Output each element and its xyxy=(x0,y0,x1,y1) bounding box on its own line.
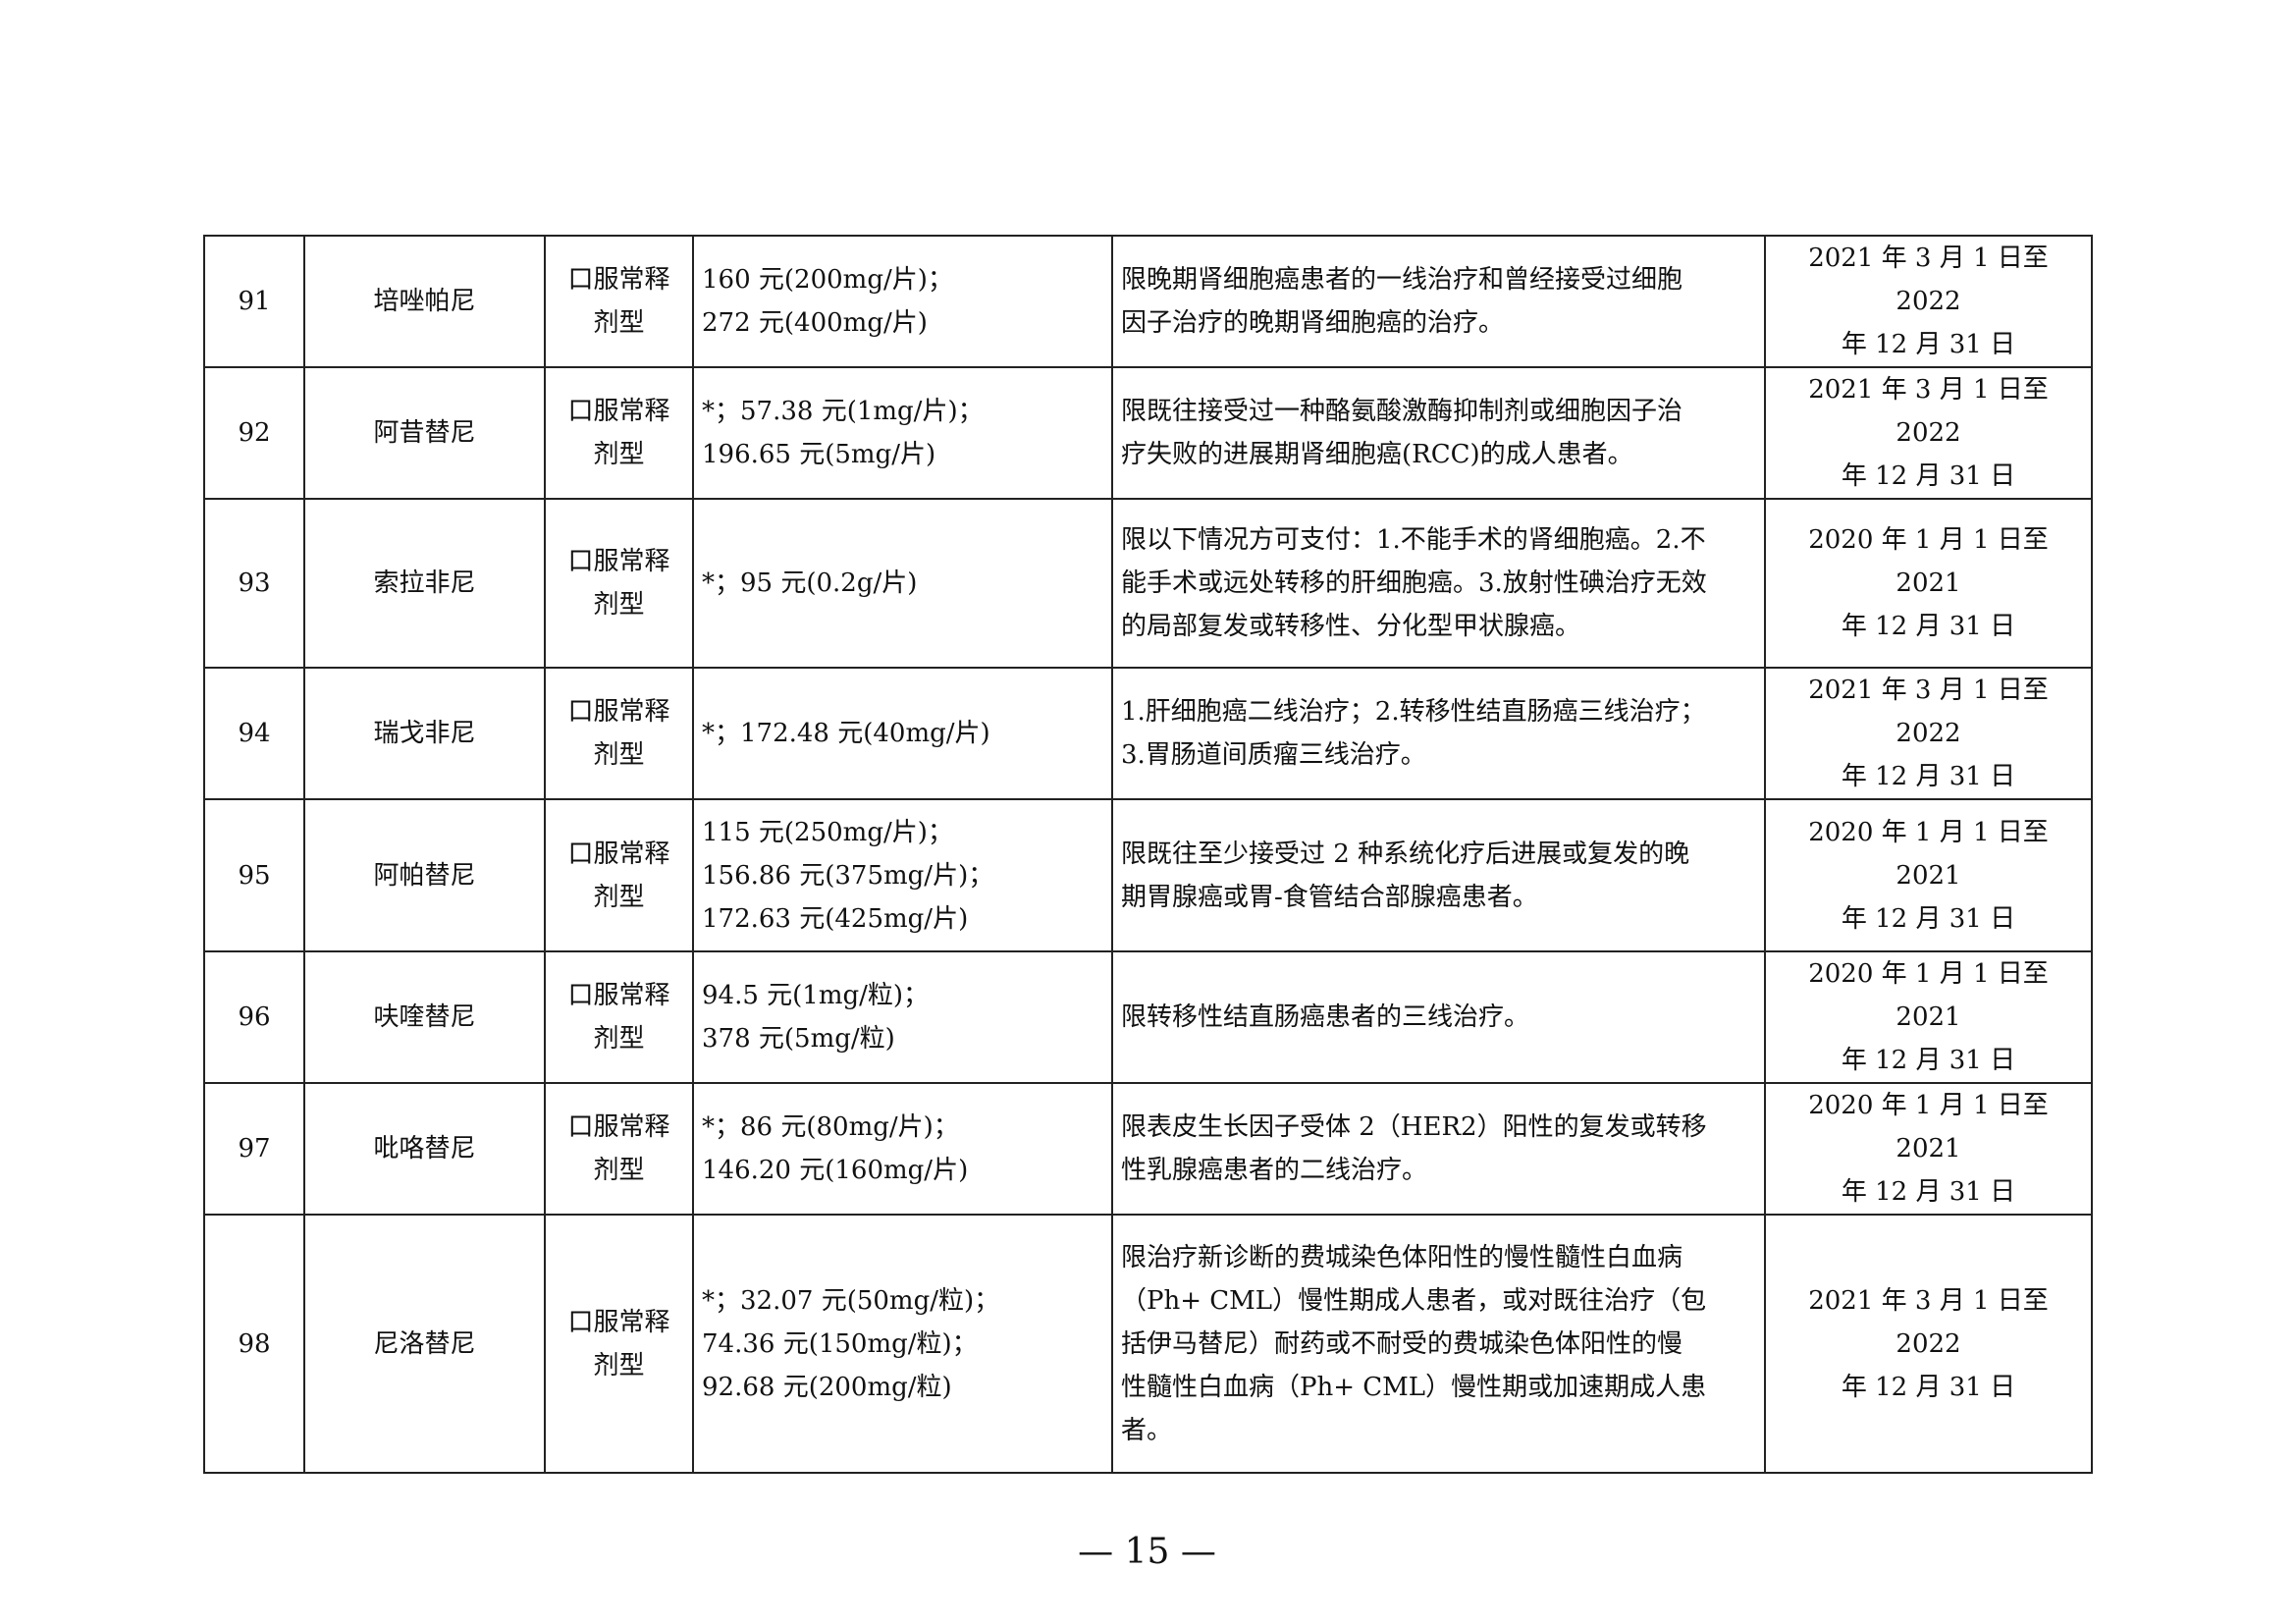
payment-standard-cell: *；172.48 元(40mg/片) xyxy=(692,667,1113,800)
row-number-cell: 92 xyxy=(203,366,305,500)
payment-standard-cell: 115 元(250mg/片)； 156.86 元(375mg/片)； 172.6… xyxy=(692,798,1113,952)
dosage-form-cell: 口服常释 剂型 xyxy=(544,667,694,800)
dosage-form-cell: 口服常释 剂型 xyxy=(544,798,694,952)
agreement-period-cell: 2021 年 3 月 1 日至 2022 年 12 月 31 日 xyxy=(1764,366,2093,500)
agreement-period-cell: 2021 年 3 月 1 日至 2022 年 12 月 31 日 xyxy=(1764,235,2093,368)
agreement-period-cell: 2020 年 1 月 1 日至 2021 年 12 月 31 日 xyxy=(1764,498,2093,669)
table-row: 98 尼洛替尼 口服常释 剂型 *；32.07 元(50mg/粒)； 74.36 元(… xyxy=(203,1214,2093,1474)
table-row: 92 阿昔替尼 口服常释 剂型 *；57.38 元(1mg/片)； 196.65 元(… xyxy=(203,366,2093,500)
table-row: 94 瑞戈非尼 口服常释 剂型 *；172.48 元(40mg/片) 1.肝细胞癌二线治… xyxy=(203,667,2093,800)
dosage-form-cell: 口服常释 剂型 xyxy=(544,366,694,500)
row-number-cell: 96 xyxy=(203,950,305,1084)
row-number-cell: 97 xyxy=(203,1082,305,1216)
row-number-cell: 95 xyxy=(203,798,305,952)
dosage-form-cell: 口服常释 剂型 xyxy=(544,235,694,368)
drug-name-cell: 索拉非尼 xyxy=(303,498,546,669)
row-number-cell: 94 xyxy=(203,667,305,800)
table-row: 96 呋喹替尼 口服常释 剂型 94.5 元(1mg/粒)； 378 元(5mg/粒)… xyxy=(203,950,2093,1084)
payment-standard-cell: 94.5 元(1mg/粒)； 378 元(5mg/粒) xyxy=(692,950,1113,1084)
drug-list-table: 91 培唑帕尼 口服常释 剂型 160 元(200mg/片)； 272 元(400mg… xyxy=(203,235,2093,1474)
reimbursement-scope-cell: 1.肝细胞癌二线治疗；2.转移性结直肠癌三线治疗； 3.胃肠道间质瘤三线治疗。 xyxy=(1111,667,1766,800)
agreement-period-cell: 2020 年 1 月 1 日至 2021 年 12 月 31 日 xyxy=(1764,798,2093,952)
drug-name-cell: 培唑帕尼 xyxy=(303,235,546,368)
drug-name-cell: 吡咯替尼 xyxy=(303,1082,546,1216)
drug-name-cell: 瑞戈非尼 xyxy=(303,667,546,800)
dosage-form-cell: 口服常释 剂型 xyxy=(544,950,694,1084)
agreement-period-cell: 2020 年 1 月 1 日至 2021 年 12 月 31 日 xyxy=(1764,950,2093,1084)
payment-standard-cell: *；32.07 元(50mg/粒)； 74.36 元(150mg/粒)； 92.… xyxy=(692,1214,1113,1474)
agreement-period-cell: 2020 年 1 月 1 日至 2021 年 12 月 31 日 xyxy=(1764,1082,2093,1216)
reimbursement-scope-cell: 限表皮生长因子受体 2（HER2）阳性的复发或转移 性乳腺癌患者的二线治疗。 xyxy=(1111,1082,1766,1216)
table-row: 91 培唑帕尼 口服常释 剂型 160 元(200mg/片)； 272 元(400mg… xyxy=(203,235,2093,368)
drug-name-cell: 阿昔替尼 xyxy=(303,366,546,500)
dosage-form-cell: 口服常释 剂型 xyxy=(544,1082,694,1216)
payment-standard-cell: *；86 元(80mg/片)； 146.20 元(160mg/片) xyxy=(692,1082,1113,1216)
drug-name-cell: 尼洛替尼 xyxy=(303,1214,546,1474)
reimbursement-scope-cell: 限既往接受过一种酪氨酸激酶抑制剂或细胞因子治 疗失败的进展期肾细胞癌(RCC)的… xyxy=(1111,366,1766,500)
row-number-cell: 98 xyxy=(203,1214,305,1474)
table-body: 91 培唑帕尼 口服常释 剂型 160 元(200mg/片)； 272 元(400mg… xyxy=(203,235,2093,1474)
payment-standard-cell: *；57.38 元(1mg/片)； 196.65 元(5mg/片) xyxy=(692,366,1113,500)
payment-standard-cell: *；95 元(0.2g/片) xyxy=(692,498,1113,669)
payment-standard-cell: 160 元(200mg/片)； 272 元(400mg/片) xyxy=(692,235,1113,368)
drug-name-cell: 阿帕替尼 xyxy=(303,798,546,952)
reimbursement-scope-cell: 限以下情况方可支付：1.不能手术的肾细胞癌。2.不 能手术或远处转移的肝细胞癌。… xyxy=(1111,498,1766,669)
agreement-period-cell: 2021 年 3 月 1 日至 2022 年 12 月 31 日 xyxy=(1764,667,2093,800)
dosage-form-cell: 口服常释 剂型 xyxy=(544,1214,694,1474)
page-number: — 15 — xyxy=(1078,1532,1216,1572)
row-number-cell: 91 xyxy=(203,235,305,368)
reimbursement-scope-cell: 限转移性结直肠癌患者的三线治疗。 xyxy=(1111,950,1766,1084)
page-sheet: 91 培唑帕尼 口服常释 剂型 160 元(200mg/片)； 272 元(400mg… xyxy=(203,235,2093,1574)
reimbursement-scope-cell: 限晚期肾细胞癌患者的一线治疗和曾经接受过细胞 因子治疗的晚期肾细胞癌的治疗。 xyxy=(1111,235,1766,368)
agreement-period-cell: 2021 年 3 月 1 日至 2022 年 12 月 31 日 xyxy=(1764,1214,2093,1474)
reimbursement-scope-cell: 限既往至少接受过 2 种系统化疗后进展或复发的晚 期胃腺癌或胃-食管结合部腺癌患… xyxy=(1111,798,1766,952)
table-row: 97 吡咯替尼 口服常释 剂型 *；86 元(80mg/片)； 146.20 元(16… xyxy=(203,1082,2093,1216)
row-number-cell: 93 xyxy=(203,498,305,669)
reimbursement-scope-cell: 限治疗新诊断的费城染色体阳性的慢性髓性白血病 （Ph+ CML）慢性期成人患者，… xyxy=(1111,1214,1766,1474)
drug-name-cell: 呋喹替尼 xyxy=(303,950,546,1084)
table-row: 95 阿帕替尼 口服常释 剂型 115 元(250mg/片)； 156.86 元(37… xyxy=(203,798,2093,952)
table-row: 93 索拉非尼 口服常释 剂型 *；95 元(0.2g/片) 限以下情况方可支付：1.不… xyxy=(203,498,2093,669)
dosage-form-cell: 口服常释 剂型 xyxy=(544,498,694,669)
